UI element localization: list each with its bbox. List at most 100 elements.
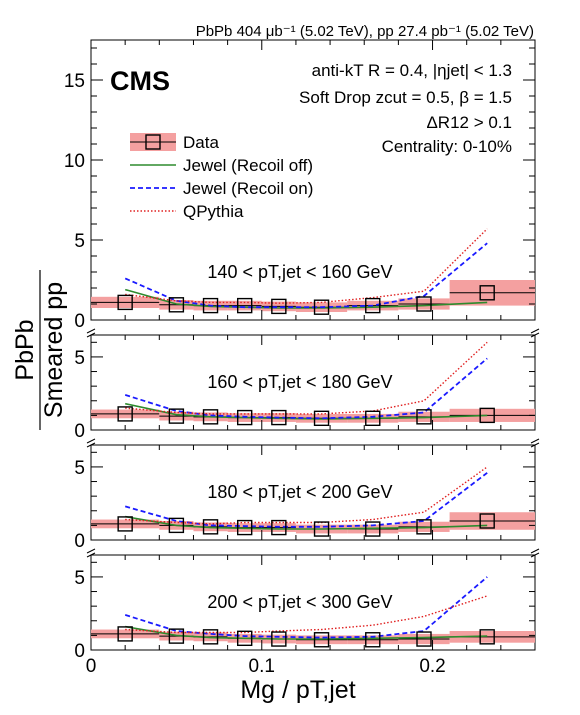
x-tick-label: 0 bbox=[86, 656, 97, 677]
lumi-text: PbPb 404 μb⁻¹ (5.02 TeV), pp 27.4 pb⁻¹ (… bbox=[196, 23, 534, 40]
data-point bbox=[313, 521, 330, 537]
axis-break-mark bbox=[86, 442, 96, 448]
data-point bbox=[365, 410, 381, 427]
jewel-off-curve bbox=[125, 515, 488, 530]
model-curves bbox=[124, 228, 488, 640]
x-tick-label: 0.2 bbox=[419, 656, 445, 677]
data-point bbox=[479, 513, 495, 529]
x-tick-label: 0.1 bbox=[249, 656, 275, 677]
axis-break-mark bbox=[530, 548, 540, 554]
info-block: anti-kT R = 0.4, |ηjet| < 1.3 Soft Drop … bbox=[299, 61, 512, 156]
panel-frame bbox=[90, 444, 536, 541]
data-point bbox=[117, 516, 133, 532]
data-point bbox=[271, 409, 287, 426]
axis-break-mark bbox=[530, 332, 540, 338]
data-point bbox=[416, 409, 432, 425]
panel-label: 140 < pT,jet < 160 GeV bbox=[207, 262, 392, 282]
y-axis-denominator: Smeared pp bbox=[40, 282, 68, 418]
panel-labels: 140 < pT,jet < 160 GeV 160 < pT,jet < 180… bbox=[207, 262, 392, 612]
axis-break-mark bbox=[530, 328, 540, 334]
axis-break-mark bbox=[86, 332, 96, 338]
data-point bbox=[168, 297, 185, 313]
axis-break-mark bbox=[86, 552, 96, 558]
cms-logo: CMS bbox=[110, 66, 170, 96]
y-axis-title: PbPb Smeared pp bbox=[11, 270, 68, 430]
data-point bbox=[168, 628, 185, 644]
axis-break-mark bbox=[86, 328, 96, 334]
data-point bbox=[271, 519, 287, 536]
legend-data-label: Data bbox=[183, 133, 219, 152]
data-point bbox=[202, 409, 219, 425]
data-point bbox=[313, 632, 330, 648]
data-point bbox=[416, 631, 432, 647]
data-point bbox=[202, 519, 219, 535]
info-line-3: ΔR12 > 0.1 bbox=[426, 113, 512, 132]
data-point bbox=[236, 630, 253, 647]
jewel-off-curve bbox=[125, 625, 488, 640]
panel-frame bbox=[90, 334, 536, 431]
data-point bbox=[117, 294, 133, 311]
data-point bbox=[117, 406, 133, 422]
legend-jewel-on-label: Jewel (Recoil on) bbox=[183, 179, 313, 198]
x-axis-title: Mg / pT,jet bbox=[240, 676, 355, 704]
info-line-2: Soft Drop zcut = 0.5, β = 1.5 bbox=[299, 88, 512, 107]
y-axis-numerator: PbPb bbox=[11, 319, 39, 380]
axis-break-mark bbox=[530, 552, 540, 558]
jewel-on-curve bbox=[124, 576, 488, 639]
data-point bbox=[416, 296, 432, 312]
info-line-1: anti-kT R = 0.4, |ηjet| < 1.3 bbox=[312, 61, 512, 80]
data-point bbox=[365, 521, 381, 537]
data-point bbox=[202, 629, 219, 645]
data-point bbox=[416, 519, 432, 535]
data-point bbox=[236, 297, 253, 314]
data-point bbox=[117, 626, 133, 642]
axis-break-mark bbox=[530, 442, 540, 448]
panel-label: 200 < pT,jet < 300 GeV bbox=[207, 592, 392, 612]
data-markers bbox=[117, 285, 495, 648]
jewel-on-curve bbox=[124, 357, 488, 420]
y-tick-label: 0 bbox=[74, 311, 85, 332]
data-point bbox=[271, 298, 287, 315]
data-point bbox=[313, 299, 330, 315]
data-point bbox=[479, 629, 495, 645]
legend-jewel-off-label: Jewel (Recoil off) bbox=[183, 156, 313, 175]
jewel-on-curve bbox=[124, 472, 488, 528]
qpythia-curve bbox=[125, 228, 488, 304]
panel-frame bbox=[90, 554, 536, 651]
data-point bbox=[236, 409, 253, 426]
y-tick-label: 0 bbox=[74, 531, 85, 552]
panel-label: 180 < pT,jet < 200 GeV bbox=[207, 482, 392, 502]
panel-frame bbox=[90, 39, 536, 321]
y-tick-label: 5 bbox=[74, 348, 85, 369]
legend-qpythia-label: QPythia bbox=[183, 202, 244, 221]
y-tick-label: 0 bbox=[74, 641, 85, 662]
data-point bbox=[236, 519, 253, 536]
axis-break-mark bbox=[86, 548, 96, 554]
y-tick-label: 5 bbox=[74, 231, 85, 252]
data-point bbox=[168, 517, 185, 534]
info-line-4: Centrality: 0-10% bbox=[382, 137, 512, 156]
axis-break-mark bbox=[530, 438, 540, 444]
data-point bbox=[479, 285, 495, 301]
axis-break-mark bbox=[86, 438, 96, 444]
data-point bbox=[168, 408, 185, 424]
y-tick-label: 0 bbox=[74, 421, 85, 442]
jewel-on-curve bbox=[124, 242, 488, 309]
data-point bbox=[313, 410, 330, 427]
legend: Data Jewel (Recoil off) Jewel (Recoil on… bbox=[130, 133, 313, 221]
y-tick-label: 5 bbox=[74, 458, 85, 479]
data-point bbox=[479, 407, 495, 424]
panel-label: 160 < pT,jet < 180 GeV bbox=[207, 372, 392, 392]
legend-data-marker bbox=[145, 134, 161, 150]
y-tick-label: 10 bbox=[64, 151, 85, 172]
data-point bbox=[202, 297, 219, 314]
data-point bbox=[365, 632, 381, 648]
axis-ticks: 0 5 10 15 0 5 0 5 0 5 0 0.1 0.2 bbox=[64, 40, 540, 677]
data-point bbox=[271, 631, 287, 647]
y-tick-label: 15 bbox=[64, 71, 85, 92]
data-point bbox=[365, 297, 381, 314]
panel-frames bbox=[90, 39, 536, 651]
y-tick-label: 5 bbox=[74, 568, 85, 589]
jewel-off-curve bbox=[124, 288, 488, 309]
